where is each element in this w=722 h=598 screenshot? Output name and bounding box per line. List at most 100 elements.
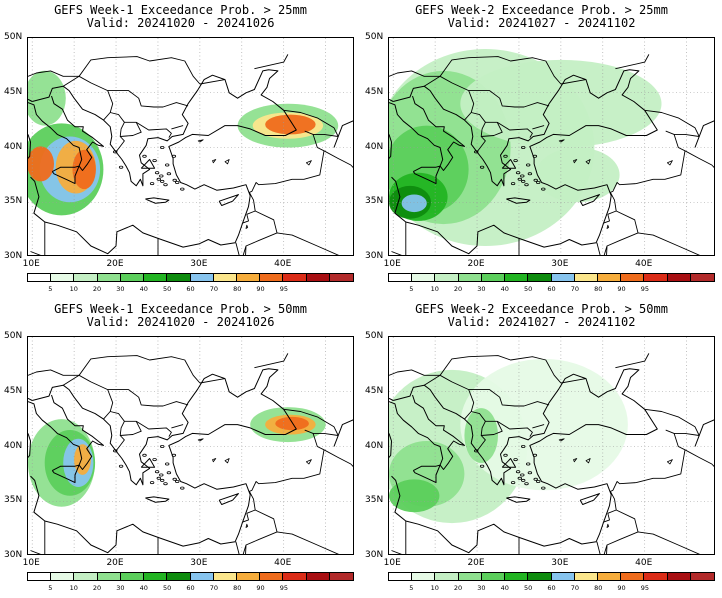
- island: [533, 477, 538, 481]
- country-border: [78, 355, 201, 384]
- coastline: [28, 98, 33, 102]
- country-border: [496, 420, 533, 437]
- probability-shading: [28, 407, 326, 507]
- longitude-label: 40E: [274, 558, 292, 568]
- country-border: [606, 210, 639, 255]
- colorbar-swatch: [574, 274, 598, 281]
- island: [163, 482, 168, 486]
- country-border: [644, 109, 700, 137]
- map-svg: [28, 38, 353, 255]
- country-border: [637, 531, 700, 554]
- latitude-label: 35N: [365, 495, 384, 506]
- latitude-label: 45N: [365, 385, 384, 396]
- colorbar-swatch: [574, 573, 598, 580]
- island: [532, 154, 538, 158]
- coastline: [30, 368, 297, 554]
- graticule: [28, 38, 353, 255]
- island: [171, 453, 177, 457]
- country-border: [199, 378, 226, 384]
- coastlines-and-borders: [389, 353, 714, 554]
- colorbar-label: 70: [209, 584, 218, 592]
- colorbar-swatch: [306, 573, 330, 580]
- country-border: [249, 449, 325, 492]
- island: [520, 473, 525, 477]
- graticule: [389, 337, 714, 554]
- island: [515, 171, 521, 175]
- longitude-label: 10E: [22, 259, 40, 269]
- graticule: [389, 38, 714, 255]
- lake: [197, 438, 204, 442]
- island: [527, 471, 533, 475]
- country-border: [254, 353, 289, 369]
- probability-shading: [28, 70, 339, 216]
- colorbar-swatch: [260, 573, 284, 580]
- country-border: [30, 222, 46, 255]
- island: [473, 150, 479, 154]
- country-border: [496, 121, 533, 138]
- colorbar-swatch: [481, 573, 506, 580]
- coastline: [28, 397, 33, 401]
- coastline: [30, 69, 297, 255]
- colorbar-swatch: [190, 573, 214, 580]
- island: [171, 154, 177, 158]
- colorbar-label: 90: [617, 584, 626, 592]
- island: [166, 471, 172, 475]
- graticule: [28, 337, 353, 554]
- panel-valid-dates: Valid: 20241027 - 20241102: [447, 16, 636, 30]
- island: [164, 462, 170, 466]
- country-border: [323, 150, 353, 168]
- country-border: [107, 90, 189, 108]
- longitude-label: 30E: [190, 558, 208, 568]
- country-border: [684, 150, 714, 168]
- colorbar-label: 5: [409, 584, 414, 592]
- colorbar-label: 5: [409, 285, 414, 293]
- colorbar-label: 10: [69, 285, 78, 293]
- colorbar-swatch: [412, 573, 436, 580]
- island: [525, 462, 531, 466]
- latitude-label: 45N: [4, 385, 23, 396]
- country-border: [62, 75, 114, 121]
- country-border: [644, 408, 700, 436]
- latitude-label: 50N: [4, 331, 23, 341]
- country-border: [615, 353, 650, 369]
- colorbar-label: 50: [524, 584, 533, 592]
- coastline: [694, 120, 714, 148]
- lake: [667, 459, 673, 465]
- colorbar-swatch: [505, 573, 529, 580]
- colorbar-swatch: [458, 573, 482, 580]
- colorbar-swatch: [213, 573, 237, 580]
- colorbar-swatch: [389, 274, 413, 281]
- country-border: [245, 509, 278, 554]
- colorbar-label: 20: [453, 584, 463, 592]
- island: [517, 476, 522, 480]
- probability-area: [265, 114, 316, 135]
- island: [159, 478, 165, 482]
- latitude-label: 45N: [4, 86, 23, 97]
- panel-valid-dates: Valid: 20241027 - 20241102: [447, 315, 636, 329]
- colorbar-label: 20: [453, 285, 463, 293]
- country-border: [120, 121, 142, 137]
- coastline: [579, 194, 600, 206]
- island: [163, 183, 168, 187]
- colorbar-label: 60: [186, 285, 195, 293]
- colorbar-swatch: [667, 274, 691, 281]
- island: [159, 179, 165, 183]
- longitude-label: 30E: [551, 558, 569, 568]
- latitude-label: 30N: [365, 550, 384, 560]
- country-border: [607, 192, 617, 215]
- colorbar-swatch: [690, 274, 715, 281]
- longitude-label: 40E: [635, 558, 653, 568]
- latitude-label: 40N: [4, 440, 23, 451]
- island: [149, 481, 155, 485]
- country-border: [471, 112, 486, 153]
- colorbar-swatch: [51, 573, 75, 580]
- coastline: [145, 197, 170, 204]
- island: [479, 464, 485, 468]
- colorbar-swatch: [190, 274, 214, 281]
- latitude-label: 30N: [4, 550, 23, 560]
- colorbar-swatch: [213, 274, 237, 281]
- colorbar-swatch: [329, 274, 354, 281]
- country-border: [30, 521, 46, 554]
- island: [517, 177, 522, 181]
- country-border: [242, 513, 249, 523]
